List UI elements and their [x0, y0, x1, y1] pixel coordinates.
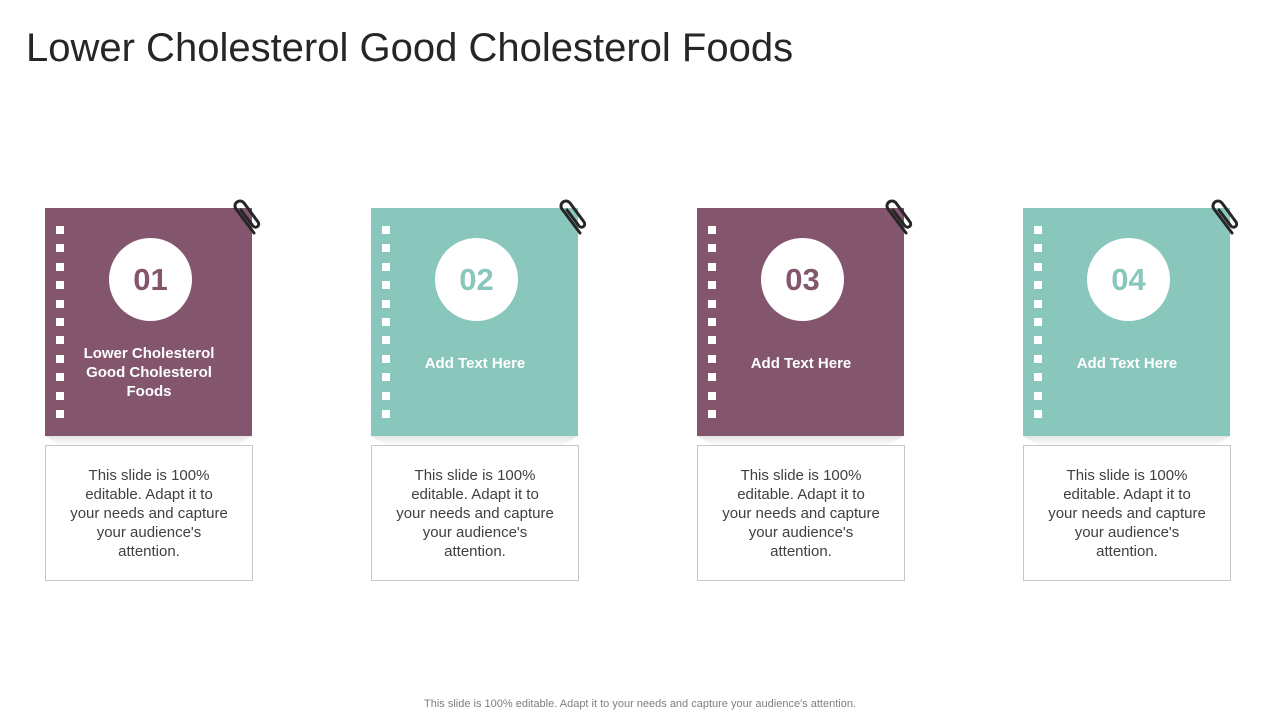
card-number: 04: [1111, 261, 1146, 297]
description-box: This slide is 100% editable. Adapt it to…: [1023, 445, 1231, 581]
binding-holes: [708, 226, 716, 428]
note-shadow: [371, 436, 578, 446]
card-label: Lower Cholesterol Good Cholesterol Foods: [83, 345, 215, 400]
number-circle: 04: [1087, 238, 1170, 321]
card-3: 03 Add Text Here This slide is 100% edit…: [697, 199, 913, 581]
note-panel: 02 Add Text Here: [371, 208, 578, 436]
note-panel: 04 Add Text Here: [1023, 208, 1230, 436]
description-text: This slide is 100% editable. Adapt it to…: [70, 466, 228, 560]
number-circle: 02: [435, 238, 518, 321]
paperclip-icon: [1211, 199, 1239, 235]
description-box: This slide is 100% editable. Adapt it to…: [371, 445, 579, 581]
note-shadow: [697, 436, 904, 446]
binding-holes: [382, 226, 390, 428]
description-box: This slide is 100% editable. Adapt it to…: [697, 445, 905, 581]
description-text: This slide is 100% editable. Adapt it to…: [722, 466, 880, 560]
description-text: This slide is 100% editable. Adapt it to…: [396, 466, 554, 560]
number-circle: 03: [761, 238, 844, 321]
card-1: 01 Lower Cholesterol Good Cholesterol Fo…: [45, 199, 261, 581]
paperclip-icon: [233, 199, 261, 235]
card-number: 01: [133, 261, 168, 297]
binding-holes: [56, 226, 64, 428]
card-2: 02 Add Text Here This slide is 100% edit…: [371, 199, 587, 581]
footer-note: This slide is 100% editable. Adapt it to…: [424, 698, 856, 710]
card-number: 03: [785, 261, 820, 297]
card-number: 02: [459, 261, 494, 297]
slide-title: Lower Cholesterol Good Cholesterol Foods: [26, 26, 794, 70]
paperclip-icon: [885, 199, 913, 235]
number-circle: 01: [109, 238, 192, 321]
note-panel: 03 Add Text Here: [697, 208, 904, 436]
card-label: Add Text Here: [1076, 355, 1178, 372]
description-box: This slide is 100% editable. Adapt it to…: [45, 445, 253, 581]
binding-holes: [1034, 226, 1042, 428]
card-label: Add Text Here: [424, 355, 526, 372]
description-text: This slide is 100% editable. Adapt it to…: [1048, 466, 1206, 560]
card-4: 04 Add Text Here This slide is 100% edit…: [1023, 199, 1239, 581]
note-shadow: [1023, 436, 1230, 446]
paperclip-icon: [559, 199, 587, 235]
note-shadow: [45, 436, 252, 446]
note-panel: 01 Lower Cholesterol Good Cholesterol Fo…: [45, 208, 252, 436]
card-label: Add Text Here: [750, 355, 852, 372]
